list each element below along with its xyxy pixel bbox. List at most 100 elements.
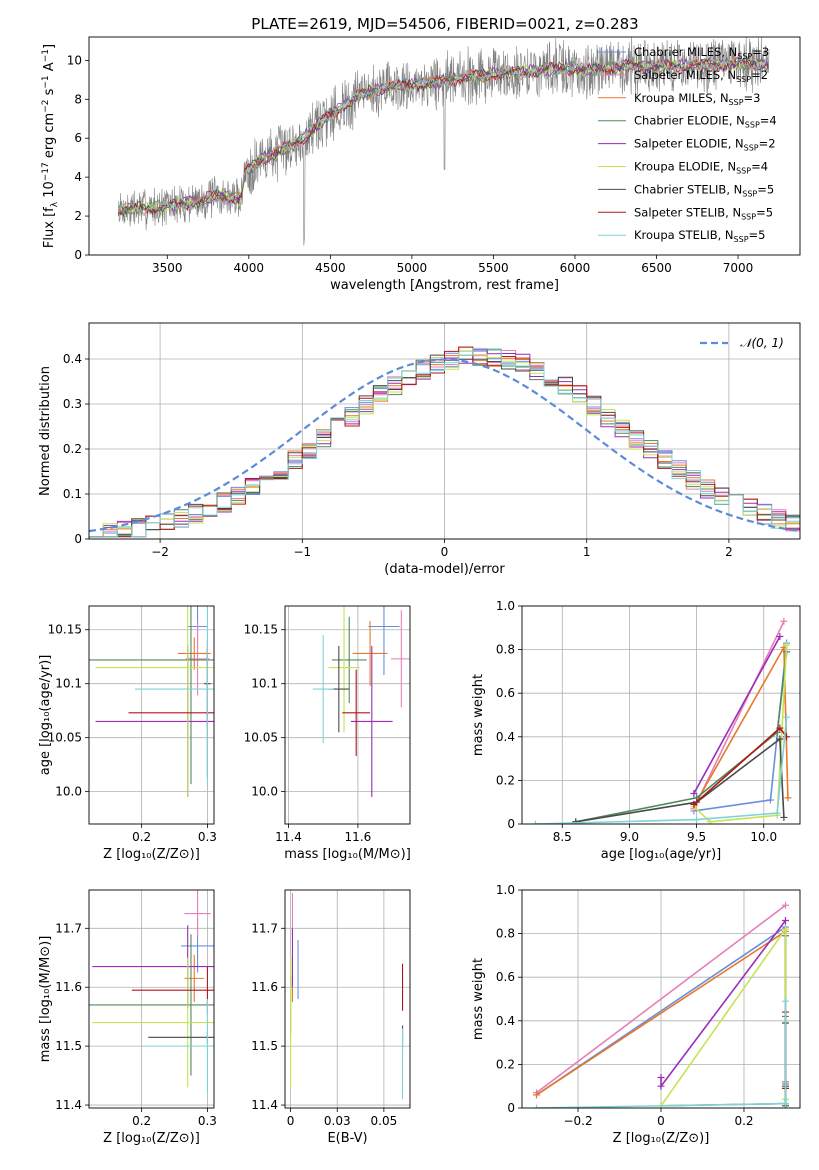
errorbar-point <box>342 669 371 757</box>
y-tick-label: 10.1 <box>55 677 82 691</box>
plot-area-mass_weight_vs_age <box>531 617 792 824</box>
weight-series-line <box>535 717 788 824</box>
y-axis-label: Normed distribution <box>38 366 53 496</box>
errorbar-point <box>350 645 393 798</box>
errorbar-point <box>141 999 214 1094</box>
axes-frame <box>521 605 801 825</box>
weight-marker <box>706 818 714 824</box>
legend-label: Salpeter MILES, NSSP=2 <box>634 68 768 84</box>
weight-marker <box>776 633 784 641</box>
weight-marker <box>781 925 789 933</box>
spectrum-model-line <box>118 56 769 218</box>
y-tick-label: 0 <box>74 248 82 262</box>
subplot-residuals: −2 −1 0 1 2 0 0.1 0.2 0.3 0.4 (data-model)/error No… <box>38 322 801 577</box>
y-tick-label: 10.0 <box>251 785 278 799</box>
x-tick-label: 5000 <box>397 261 428 275</box>
y-tick-label: 0.1 <box>63 487 82 501</box>
errorbar-point <box>352 621 388 686</box>
y-tick-label: 11.6 <box>55 980 82 994</box>
y-tick-label: 0 <box>507 817 515 831</box>
errorbar-point <box>312 635 334 744</box>
x-tick-label: 4500 <box>315 261 346 275</box>
weight-marker <box>693 816 701 824</box>
weight-series-line <box>693 636 781 794</box>
x-tick-label: 0 <box>657 1114 665 1128</box>
y-tick-label: 0.8 <box>496 643 515 657</box>
weight-marker <box>690 789 698 797</box>
y-tick-label: 10.0 <box>55 785 82 799</box>
subplot-mass_weight_vs_Z: −0.2 0 0.2 0 0.2 0.4 0.6 0.8 1.0 Z [log₁₀(Z/Z⊙)] m… <box>471 883 801 1146</box>
y-tick-label: 11.5 <box>55 1039 82 1053</box>
errorbar-point <box>390 610 410 708</box>
errorbar-point <box>95 606 214 798</box>
weight-series-line <box>575 651 788 823</box>
errorbar-point <box>177 637 211 670</box>
x-axis-label: mass [log₁₀(M/M⊙)] <box>284 847 411 862</box>
grid-mass_weight_vs_age <box>522 605 800 825</box>
y-tick-label: 0.3 <box>63 397 82 411</box>
y-tick-label: 11.7 <box>251 921 278 935</box>
y-tick-label: 10.15 <box>244 623 278 637</box>
x-tick-label: 0.3 <box>198 1114 217 1128</box>
figure-title: PLATE=2619, MJD=54506, FIBERID=0021, z=0… <box>251 15 638 33</box>
y-axis-label: Flux [fλ​ 10−17​ erg cm−2​ s−1​ A−1​] <box>41 44 60 248</box>
plot-area-residuals <box>89 346 800 538</box>
axes-frame <box>284 889 411 1109</box>
weight-series-line <box>660 926 787 1107</box>
weight-series-line <box>660 920 787 1089</box>
y-tick-label: 0.4 <box>496 730 515 744</box>
gaussian-reference-curve <box>89 358 800 533</box>
errorbar-point <box>92 957 214 1088</box>
x-tick-label: 10.0 <box>750 830 777 844</box>
axes-frame <box>88 889 215 1109</box>
y-tick-label: 0.2 <box>63 442 82 456</box>
weight-series-line <box>575 737 785 823</box>
weight-marker <box>572 818 580 824</box>
axes-frame <box>88 605 215 825</box>
weight-series-line <box>536 904 786 1094</box>
plot-area-age_vs_mass <box>312 606 410 798</box>
legend-label: Kroupa ELODIE, NSSP=4 <box>634 160 768 176</box>
weight-marker <box>781 997 789 1005</box>
grid-age_vs_Z <box>89 606 214 824</box>
x-tick-label: 9.5 <box>687 830 706 844</box>
plot-area-spectrum <box>118 37 770 246</box>
x-tick-label: 4000 <box>234 261 265 275</box>
weight-marker <box>766 796 774 804</box>
y-tick-label: 1.0 <box>496 883 515 897</box>
plot-area-mass_vs_Z <box>89 890 214 1094</box>
grid-mass_vs_ebv <box>285 890 410 1108</box>
subplot-mass_weight_vs_age: 8.5 9.0 9.5 10.0 0 0.2 0.4 0.6 0.8 1.0 age [log₁₀(… <box>471 599 801 862</box>
x-tick-label: 0.2 <box>734 1114 753 1128</box>
subplot-age_vs_mass: 11.4 11.6 10.0 10.05 10.1 10.15 mass [log₁₀(M/… <box>244 605 411 862</box>
weight-series-line <box>693 644 789 807</box>
errorbar-point <box>89 606 214 785</box>
subplot-mass_vs_ebv: 0 0.03 0.05 11.4 11.5 11.6 11.7 E(B-V) <box>251 889 411 1146</box>
y-tick-label: 0 <box>74 532 82 546</box>
grid-age_vs_mass <box>285 606 410 824</box>
y-tick-label: 0.8 <box>496 927 515 941</box>
histogram-series <box>89 347 800 538</box>
weight-marker <box>784 794 792 802</box>
weight-marker <box>533 1104 541 1108</box>
x-tick-label: 0 <box>287 1114 295 1128</box>
legend-label: 𝒩(0, 1) <box>740 336 784 350</box>
x-tick-label: 2 <box>725 545 733 559</box>
weight-marker <box>531 820 539 824</box>
x-tick-label: 11.4 <box>275 830 302 844</box>
y-tick-label: 6 <box>74 131 82 145</box>
subplot-mass_vs_Z: 0.2 0.3 11.4 11.5 11.6 11.7 Z [log₁₀(Z/Z⊙)] mas… <box>38 889 217 1146</box>
weight-series-line <box>693 726 788 805</box>
y-axis-label: mass weight <box>471 958 486 1040</box>
weight-marker <box>783 713 791 721</box>
weight-marker <box>780 813 788 821</box>
spectrum-legend: Chabrier MILES, NSSP=3 Salpeter MILES, NS… <box>598 45 777 244</box>
residual-legend: 𝒩(0, 1) <box>700 336 784 350</box>
y-tick-label: 0.2 <box>496 1057 515 1071</box>
y-tick-label: 10 <box>67 53 82 67</box>
x-tick-label: 6000 <box>560 261 591 275</box>
x-tick-label: 0.05 <box>371 1114 398 1128</box>
y-tick-label: 11.4 <box>251 1098 278 1112</box>
plot-area-mass_vs_ebv <box>290 892 404 1100</box>
grid-mass_vs_Z <box>89 890 214 1108</box>
